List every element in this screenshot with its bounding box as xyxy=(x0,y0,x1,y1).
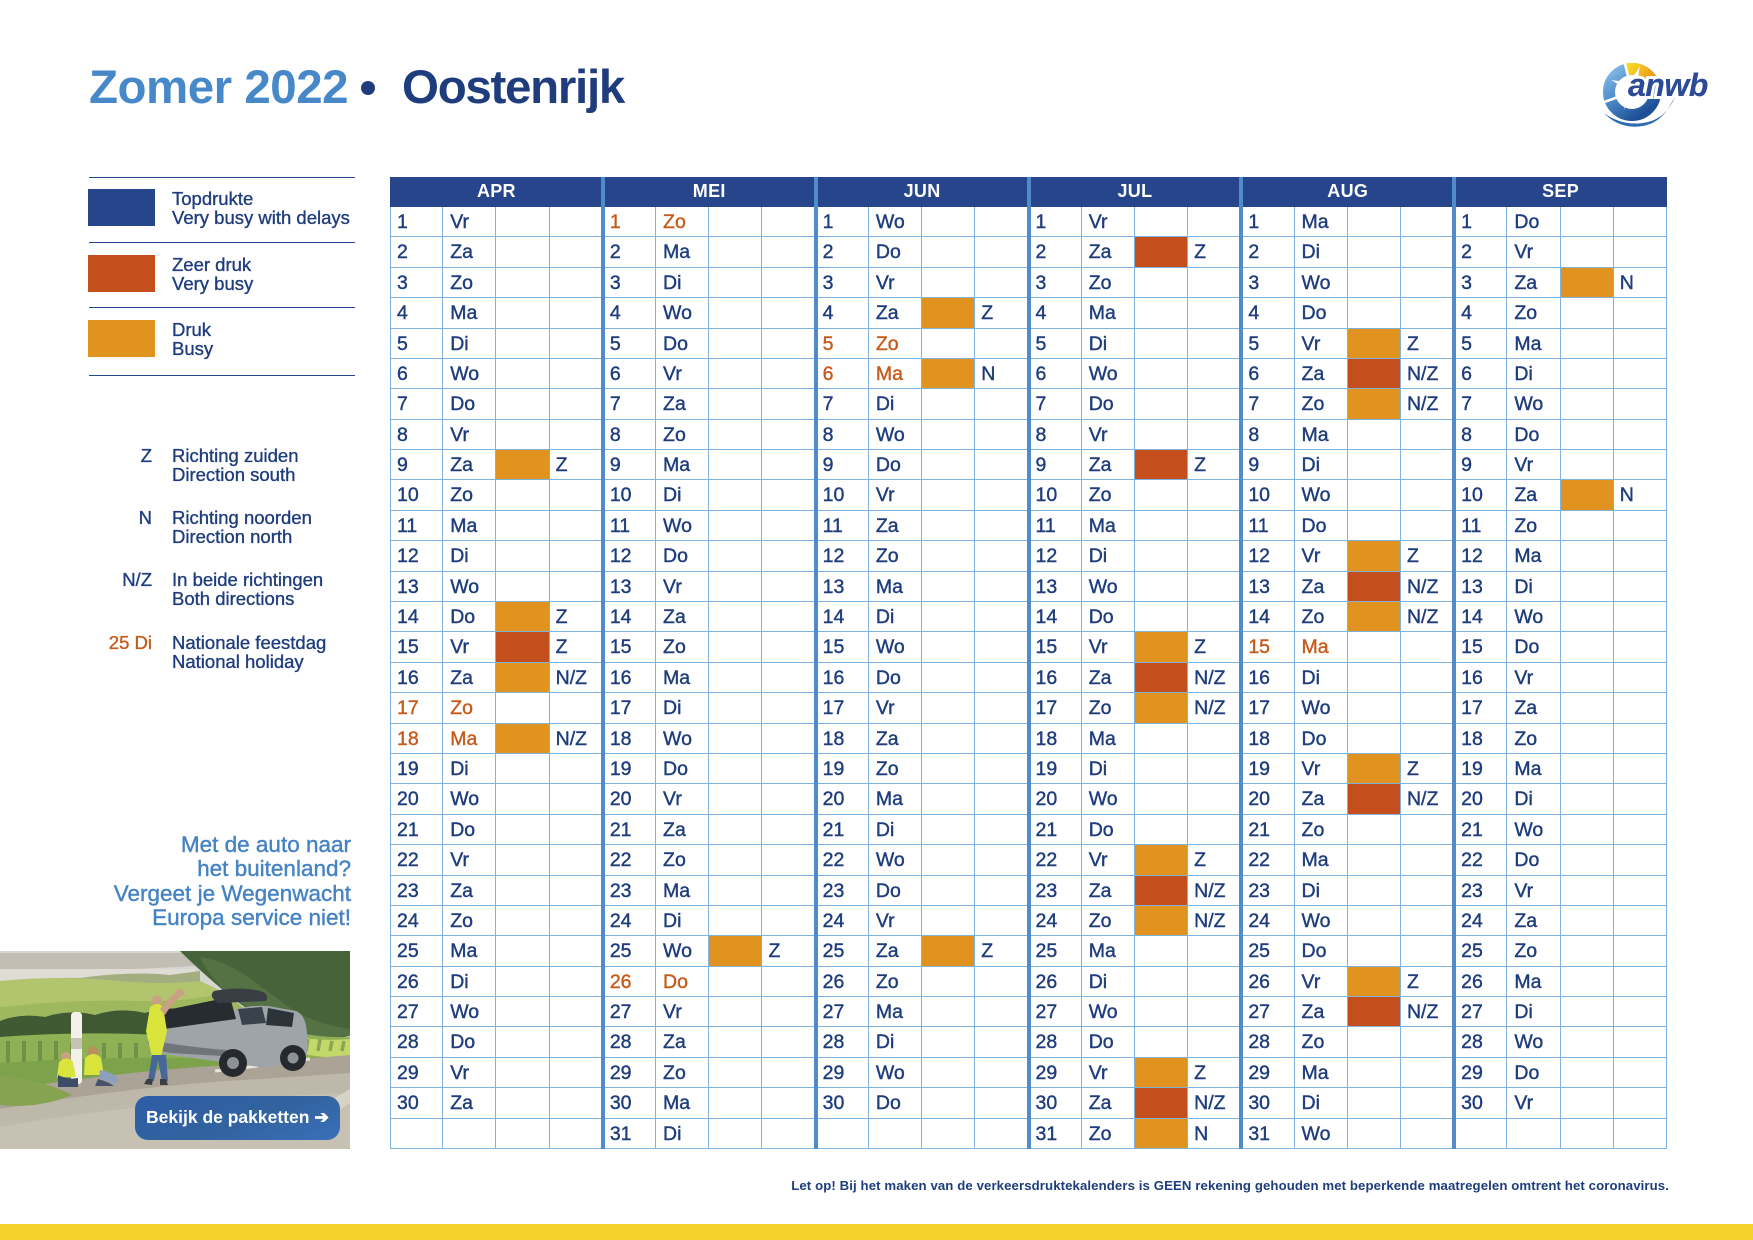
svg-text:anwb: anwb xyxy=(1628,67,1708,103)
svg-text:anwb: anwb xyxy=(1628,67,1708,103)
